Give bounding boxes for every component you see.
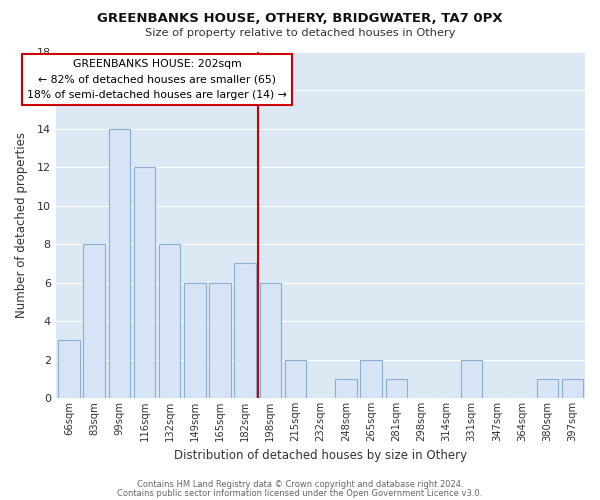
X-axis label: Distribution of detached houses by size in Othery: Distribution of detached houses by size … — [174, 450, 467, 462]
Bar — [260, 282, 281, 398]
Bar — [58, 340, 80, 398]
Text: Size of property relative to detached houses in Othery: Size of property relative to detached ho… — [145, 28, 455, 38]
Bar — [285, 360, 306, 398]
Text: GREENBANKS HOUSE: 202sqm
← 82% of detached houses are smaller (65)
18% of semi-d: GREENBANKS HOUSE: 202sqm ← 82% of detach… — [27, 59, 287, 100]
Bar — [536, 379, 558, 398]
Bar — [335, 379, 356, 398]
Text: Contains public sector information licensed under the Open Government Licence v3: Contains public sector information licen… — [118, 488, 482, 498]
Bar — [235, 264, 256, 398]
Y-axis label: Number of detached properties: Number of detached properties — [16, 132, 28, 318]
Bar — [461, 360, 482, 398]
Bar — [209, 282, 230, 398]
Bar — [562, 379, 583, 398]
Text: Contains HM Land Registry data © Crown copyright and database right 2024.: Contains HM Land Registry data © Crown c… — [137, 480, 463, 489]
Bar — [184, 282, 206, 398]
Bar — [361, 360, 382, 398]
Text: GREENBANKS HOUSE, OTHERY, BRIDGWATER, TA7 0PX: GREENBANKS HOUSE, OTHERY, BRIDGWATER, TA… — [97, 12, 503, 26]
Bar — [109, 128, 130, 398]
Bar — [386, 379, 407, 398]
Bar — [83, 244, 105, 398]
Bar — [134, 167, 155, 398]
Bar — [159, 244, 181, 398]
